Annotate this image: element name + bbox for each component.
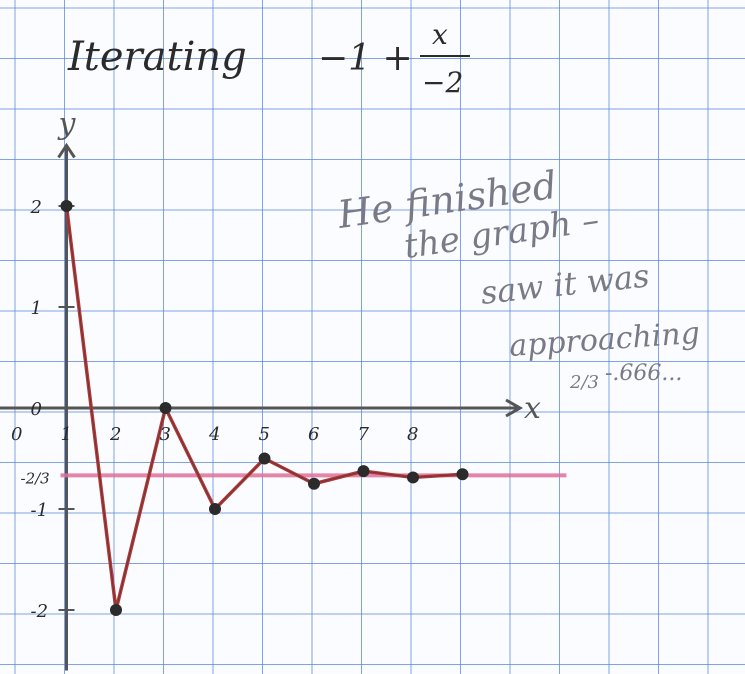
x-tick-label: 3 bbox=[160, 424, 171, 445]
data-point bbox=[209, 503, 221, 515]
note-fraction: 2/3 bbox=[569, 372, 599, 393]
y-tick-label: 1 bbox=[31, 298, 42, 319]
x-tick-label: 8 bbox=[407, 424, 418, 445]
y-axis-label: y bbox=[57, 106, 77, 141]
y-tick-label: 2 bbox=[30, 197, 42, 218]
series-iteration bbox=[60, 200, 469, 616]
data-point bbox=[407, 471, 419, 484]
data-point bbox=[159, 402, 172, 414]
formula-lead: −1 + bbox=[318, 38, 413, 79]
x-tick-label: 1 bbox=[61, 424, 72, 445]
formula-numerator: x bbox=[432, 18, 448, 51]
y-tick-label: -1 bbox=[31, 500, 49, 521]
note-line-3: saw it was bbox=[479, 256, 651, 311]
x-axis-label: x bbox=[524, 391, 541, 426]
data-point bbox=[258, 452, 271, 465]
page-title: Iterating bbox=[67, 34, 247, 80]
y-axis-arrow bbox=[57, 142, 76, 159]
x-tick-label: 7 bbox=[358, 424, 370, 445]
data-point bbox=[308, 477, 320, 490]
x-tick-label: 4 bbox=[208, 424, 220, 445]
x-tick-label: 2 bbox=[109, 424, 121, 445]
x-tick-label: 0 bbox=[11, 424, 22, 445]
y-tick-label-limit: -2/3 bbox=[21, 469, 50, 487]
data-point bbox=[60, 200, 73, 212]
y-tick-label: -2 bbox=[31, 601, 49, 622]
x-tick-label: 6 bbox=[308, 424, 319, 445]
x-axis-arrow bbox=[505, 398, 524, 418]
data-point bbox=[456, 468, 469, 481]
x-tick-label: 5 bbox=[259, 424, 270, 445]
y-tick-label: 0 bbox=[31, 399, 42, 420]
data-point bbox=[357, 465, 370, 478]
note-line-4: approaching bbox=[508, 316, 701, 364]
handwritten-note: He finished the graph – saw it was appro… bbox=[334, 163, 701, 393]
formula-denominator: −2 bbox=[422, 66, 463, 99]
note-decimal: -.666... bbox=[605, 361, 682, 386]
data-point bbox=[110, 604, 122, 616]
